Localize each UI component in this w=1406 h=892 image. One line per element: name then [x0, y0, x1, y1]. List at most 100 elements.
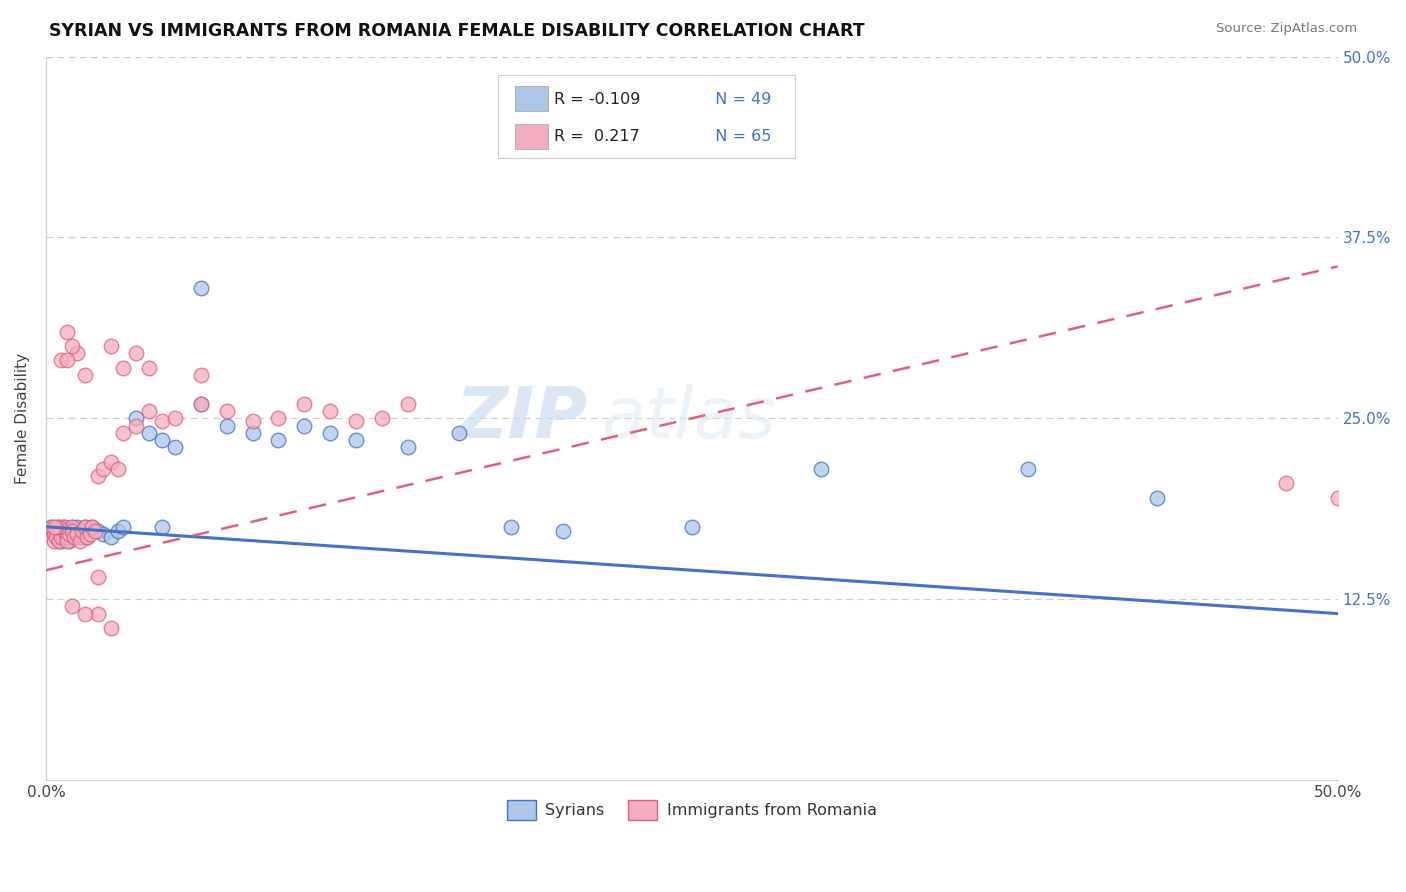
Point	[100, 621, 122, 635]
Point	[69, 530, 91, 544]
Point	[1146, 491, 1168, 505]
Point	[48, 520, 70, 534]
Point	[48, 534, 70, 549]
Point	[53, 520, 76, 534]
Point	[60, 524, 83, 538]
Point	[112, 360, 135, 375]
Point	[76, 530, 98, 544]
Point	[60, 339, 83, 353]
Point	[60, 520, 83, 534]
Point	[371, 411, 394, 425]
Point	[84, 524, 107, 538]
Y-axis label: Female Disability: Female Disability	[15, 352, 30, 483]
Point	[125, 411, 148, 425]
Text: R = -0.109: R = -0.109	[554, 92, 640, 107]
Point	[58, 527, 80, 541]
Point	[190, 397, 212, 411]
Point	[215, 404, 238, 418]
Point	[112, 425, 135, 440]
Point	[91, 462, 114, 476]
Text: N = 49: N = 49	[704, 92, 770, 107]
Point	[48, 524, 70, 538]
Point	[150, 520, 173, 534]
Point	[138, 360, 160, 375]
Point	[42, 527, 65, 541]
Point	[107, 524, 129, 538]
Text: SYRIAN VS IMMIGRANTS FROM ROMANIA FEMALE DISABILITY CORRELATION CHART: SYRIAN VS IMMIGRANTS FROM ROMANIA FEMALE…	[49, 22, 865, 40]
Point	[242, 414, 264, 428]
Point	[86, 469, 108, 483]
Point	[70, 524, 93, 538]
Point	[100, 455, 122, 469]
Point	[82, 520, 104, 534]
Point	[344, 433, 367, 447]
Point	[396, 397, 419, 411]
Point	[1275, 476, 1298, 491]
Point	[100, 339, 122, 353]
Point	[150, 433, 173, 447]
Point	[449, 425, 471, 440]
Point	[60, 599, 83, 614]
Point	[82, 520, 104, 534]
Point	[165, 440, 187, 454]
Point	[190, 368, 212, 382]
Point	[79, 527, 101, 541]
FancyBboxPatch shape	[515, 87, 548, 111]
Point	[810, 462, 832, 476]
Point	[51, 353, 73, 368]
Point	[190, 397, 212, 411]
Point	[499, 520, 522, 534]
Point	[51, 527, 73, 541]
Point	[48, 520, 70, 534]
Point	[86, 607, 108, 621]
Point	[48, 534, 70, 549]
Point	[66, 520, 89, 534]
Point	[55, 530, 77, 544]
FancyBboxPatch shape	[515, 124, 548, 149]
Point	[319, 425, 342, 440]
Point	[73, 607, 96, 621]
Point	[551, 524, 574, 538]
Point	[344, 414, 367, 428]
Point	[292, 418, 315, 433]
Point	[42, 527, 65, 541]
Point	[53, 530, 76, 544]
Point	[1326, 491, 1348, 505]
Point	[45, 520, 67, 534]
Point	[190, 281, 212, 295]
Point	[681, 520, 703, 534]
Point	[58, 534, 80, 549]
Point	[242, 425, 264, 440]
Point	[138, 404, 160, 418]
Text: Source: ZipAtlas.com: Source: ZipAtlas.com	[1216, 22, 1357, 36]
Point	[45, 530, 67, 544]
Point	[69, 534, 91, 549]
Point	[55, 325, 77, 339]
Point	[150, 414, 173, 428]
Point	[125, 418, 148, 433]
Point	[165, 411, 187, 425]
Point	[60, 527, 83, 541]
Point	[107, 462, 129, 476]
Point	[45, 530, 67, 544]
Point	[70, 524, 93, 538]
Point	[58, 527, 80, 541]
Point	[319, 404, 342, 418]
Point	[63, 530, 86, 544]
Point	[76, 530, 98, 544]
Point	[55, 530, 77, 544]
Point	[42, 534, 65, 549]
Text: N = 65: N = 65	[704, 129, 770, 145]
Point	[138, 425, 160, 440]
Point	[267, 433, 290, 447]
Point	[55, 524, 77, 538]
Point	[125, 346, 148, 360]
Point	[55, 534, 77, 549]
Point	[63, 530, 86, 544]
Point	[86, 524, 108, 538]
Point	[100, 530, 122, 544]
Point	[45, 524, 67, 538]
FancyBboxPatch shape	[498, 75, 796, 158]
Point	[51, 530, 73, 544]
Point	[267, 411, 290, 425]
